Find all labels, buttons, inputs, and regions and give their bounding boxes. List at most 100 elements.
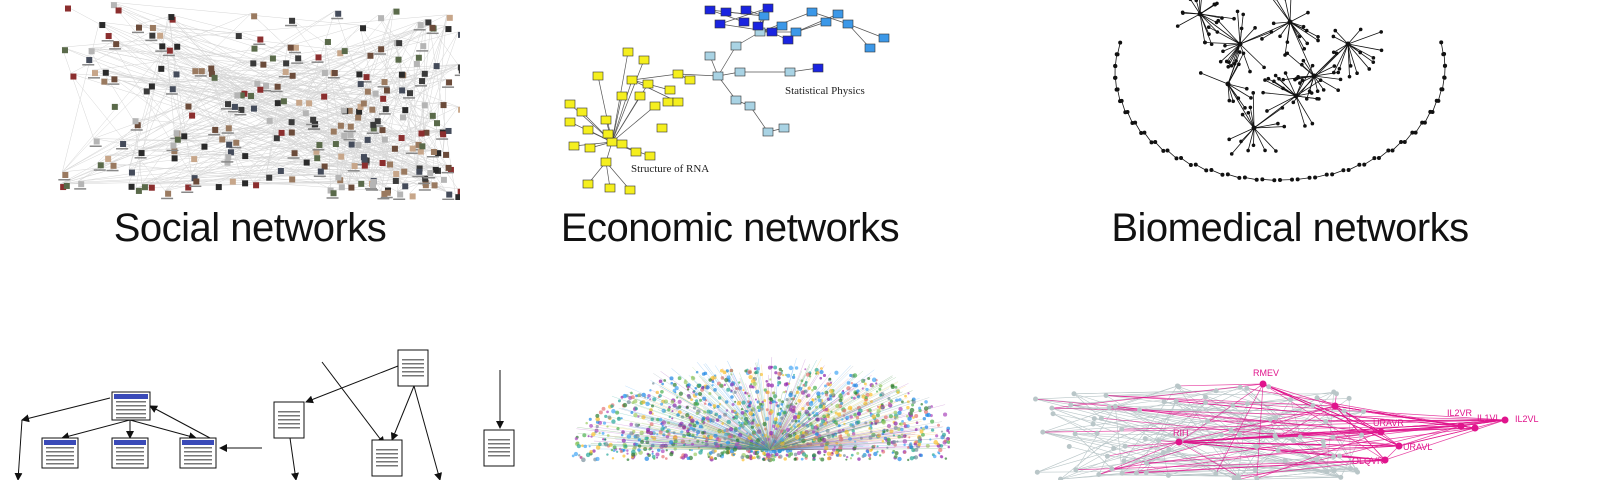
neuron-network-panel: RMEV RIH URAVR URAVL IL2VR IL1VL IL2VL O… — [995, 360, 1555, 480]
router-node — [804, 409, 810, 415]
profile-thumbnail — [238, 106, 245, 113]
neuron-node — [1203, 394, 1209, 400]
router-node — [658, 417, 663, 422]
profile-thumbnail — [193, 178, 200, 185]
profile-thumbnail — [61, 47, 68, 54]
router-node — [829, 394, 832, 397]
profile-thumbnail — [278, 129, 285, 136]
coauthor-node — [820, 17, 832, 27]
protein-node — [1281, 86, 1285, 91]
router-node — [615, 450, 619, 453]
router-node — [815, 412, 819, 416]
router-node — [868, 456, 872, 459]
router-node — [604, 438, 607, 441]
router-node — [811, 453, 817, 458]
profile-thumbnail — [273, 135, 280, 142]
router-node — [695, 421, 700, 425]
router-node — [589, 424, 593, 428]
router-node — [807, 417, 811, 421]
router-node — [756, 400, 760, 404]
protein-node — [1216, 18, 1221, 23]
router-node — [728, 427, 734, 432]
router-node — [906, 424, 910, 428]
router-node — [685, 412, 690, 418]
router-node — [768, 449, 774, 454]
profile-thumbnail — [227, 149, 234, 156]
router-node — [622, 448, 626, 452]
router-node — [813, 425, 818, 430]
profile-thumbnail — [277, 167, 284, 174]
router-node — [900, 427, 904, 432]
protein-node — [1207, 32, 1211, 36]
router-node — [866, 409, 870, 412]
router-node — [826, 382, 830, 386]
coauthor-node — [634, 91, 646, 101]
router-node — [746, 432, 749, 435]
router-node — [788, 382, 791, 385]
router-node — [777, 384, 780, 387]
protein-node — [1348, 64, 1353, 68]
router-node — [933, 440, 938, 445]
router-node — [734, 426, 738, 431]
profile-thumbnail — [208, 65, 215, 72]
router-node — [851, 429, 855, 433]
router-node — [897, 434, 902, 439]
profile-thumbnail — [417, 22, 424, 29]
profile-thumbnail — [110, 2, 117, 9]
router-node — [901, 400, 904, 404]
protein-node — [1203, 40, 1207, 45]
router-node — [641, 415, 646, 420]
profile-thumbnail — [263, 82, 270, 89]
router-node — [846, 455, 849, 459]
router-node — [660, 422, 663, 425]
router-node — [765, 416, 770, 421]
router-node — [673, 439, 678, 444]
router-node — [794, 419, 798, 423]
protein-node — [1371, 56, 1376, 60]
neuron-hub-node — [1457, 422, 1465, 430]
router-node — [761, 447, 766, 452]
router-node — [601, 431, 605, 435]
router-node — [714, 374, 717, 377]
profile-thumbnail — [314, 155, 321, 162]
router-node — [598, 432, 601, 435]
router-node — [611, 457, 615, 460]
component-node — [1142, 130, 1147, 135]
neuron-node — [1331, 467, 1337, 473]
router-node — [838, 393, 843, 399]
router-node — [753, 456, 756, 460]
router-node — [876, 445, 879, 448]
profile-thumbnail — [248, 93, 255, 100]
router-node — [688, 448, 692, 452]
router-node — [804, 381, 808, 384]
profile-thumbnail — [419, 143, 426, 150]
coauthor-node — [582, 125, 594, 135]
router-node — [634, 407, 638, 411]
router-node — [785, 427, 791, 432]
router-node — [901, 419, 904, 423]
router-node — [834, 450, 839, 455]
router-node — [880, 406, 884, 410]
router-node — [918, 406, 922, 410]
router-node — [649, 431, 654, 436]
router-node — [888, 414, 893, 419]
router-node — [792, 415, 798, 420]
profile-thumbnail — [185, 103, 192, 110]
profile-thumbnail — [399, 87, 406, 94]
router-node — [921, 432, 925, 437]
coauthor-node — [740, 5, 752, 15]
router-node — [898, 406, 903, 412]
router-node — [629, 422, 634, 427]
router-node — [841, 391, 845, 395]
router-node — [606, 453, 609, 456]
router-node — [864, 395, 868, 400]
coauthor-node — [704, 51, 716, 61]
router-node — [751, 385, 755, 389]
router-node — [729, 368, 734, 373]
router-node — [824, 393, 829, 397]
router-node — [804, 431, 808, 436]
component-node — [1430, 110, 1435, 115]
router-node — [595, 424, 599, 429]
profile-thumbnail — [446, 191, 453, 198]
component-node — [1225, 172, 1230, 177]
